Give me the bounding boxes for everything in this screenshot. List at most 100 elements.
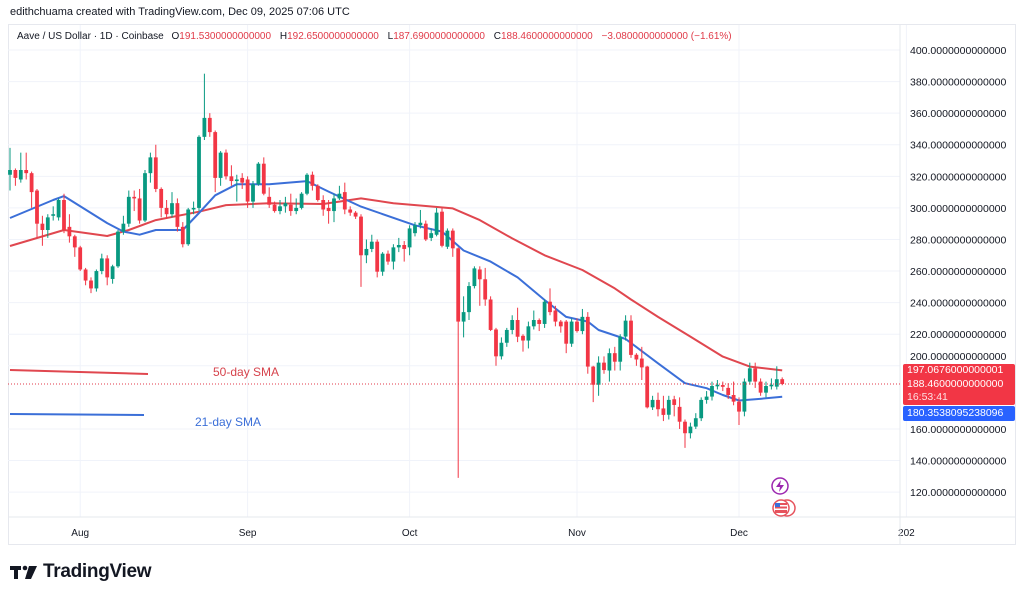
- tradingview-logo[interactable]: TradingView: [10, 561, 152, 583]
- candle: [472, 266, 477, 289]
- symbol-name[interactable]: Aave / US Dollar · 1D · Coinbase: [17, 31, 164, 42]
- candle-body: [634, 354, 639, 360]
- candle-body: [364, 248, 369, 256]
- candle-body: [170, 203, 174, 215]
- candle: [764, 381, 768, 398]
- candle: [618, 334, 623, 371]
- y-tick-label: 300.0000000000000: [910, 203, 1007, 215]
- candle: [137, 188, 142, 224]
- candle: [72, 234, 77, 257]
- candle: [602, 356, 606, 374]
- candle-body: [494, 329, 498, 357]
- candle: [94, 269, 99, 292]
- candle: [672, 395, 677, 417]
- close-label: C: [493, 31, 501, 42]
- candle-body: [94, 271, 99, 289]
- candle-body: [661, 408, 666, 415]
- candle-body: [8, 170, 12, 175]
- candle: [434, 207, 439, 237]
- candle-body: [62, 200, 66, 231]
- candle-body: [186, 209, 191, 245]
- candle-body: [591, 366, 596, 385]
- candle-body: [666, 399, 671, 415]
- candle: [715, 380, 720, 390]
- lightning-event-icon[interactable]: [771, 477, 789, 495]
- chart-frame: [8, 24, 1016, 545]
- candle: [229, 165, 234, 186]
- candle: [499, 337, 504, 360]
- candle: [612, 346, 617, 371]
- candle-body: [683, 421, 687, 434]
- candle-body: [769, 384, 774, 387]
- candle: [542, 299, 547, 328]
- y-tick-label: 220.0000000000000: [910, 329, 1007, 341]
- candle-body: [202, 117, 207, 137]
- candle-body: [569, 321, 574, 344]
- candle-body: [602, 362, 606, 371]
- x-tick-label: Nov: [568, 528, 586, 539]
- candle: [386, 250, 390, 265]
- candle-body: [731, 395, 736, 402]
- candle-body: [359, 216, 363, 256]
- candle-body: [207, 117, 212, 133]
- candle-body: [440, 211, 444, 246]
- candle-body: [105, 258, 110, 278]
- candle: [159, 187, 164, 218]
- candle: [191, 201, 196, 215]
- candle-body: [510, 320, 515, 330]
- candle: [45, 214, 50, 238]
- candle: [310, 171, 315, 191]
- candle-body: [515, 320, 520, 337]
- candle: [423, 220, 428, 242]
- candle-body: [456, 248, 461, 322]
- candle-body: [337, 193, 342, 199]
- candle: [531, 310, 536, 330]
- candle-body: [18, 170, 23, 180]
- candle: [747, 362, 752, 385]
- us-flag-event-icon[interactable]: [772, 499, 796, 517]
- candle-body: [13, 170, 18, 178]
- candle-body: [639, 358, 644, 368]
- y-tick-label: 160.0000000000000: [910, 424, 1007, 436]
- candle: [364, 239, 369, 264]
- candle-body: [629, 320, 633, 355]
- candle: [693, 413, 698, 429]
- sma21-legend-line: [9, 413, 145, 416]
- candle-body: [240, 177, 245, 183]
- candle-body: [213, 132, 218, 178]
- candle: [607, 348, 612, 382]
- candle: [575, 318, 579, 333]
- candle: [645, 365, 650, 409]
- candle: [521, 334, 525, 352]
- candle-body: [693, 418, 698, 427]
- candle: [121, 215, 126, 235]
- candle-body: [764, 386, 768, 393]
- candle-body: [175, 203, 180, 227]
- candle-body: [83, 269, 88, 281]
- candle: [710, 381, 714, 401]
- x-tick-label: Aug: [71, 528, 89, 539]
- candle-body: [737, 401, 741, 412]
- candle: [164, 200, 169, 219]
- candle-body: [342, 192, 347, 210]
- candle: [445, 228, 450, 249]
- candle: [510, 315, 515, 335]
- y-tick-label: 260.0000000000000: [910, 266, 1007, 278]
- candle-body: [423, 223, 428, 240]
- candle: [564, 320, 569, 354]
- candle-body: [548, 301, 552, 313]
- candle: [175, 198, 180, 232]
- candle-body: [656, 399, 660, 410]
- candle-body: [191, 207, 196, 210]
- candle-body: [531, 320, 536, 327]
- candle: [116, 230, 120, 268]
- candle-body: [294, 207, 299, 212]
- candle: [580, 308, 585, 335]
- candle: [737, 397, 741, 426]
- x-tick-label: Dec: [730, 528, 748, 539]
- candle-body: [618, 336, 623, 362]
- candle-body: [477, 269, 482, 280]
- candle-body: [488, 299, 493, 330]
- candle: [180, 222, 185, 248]
